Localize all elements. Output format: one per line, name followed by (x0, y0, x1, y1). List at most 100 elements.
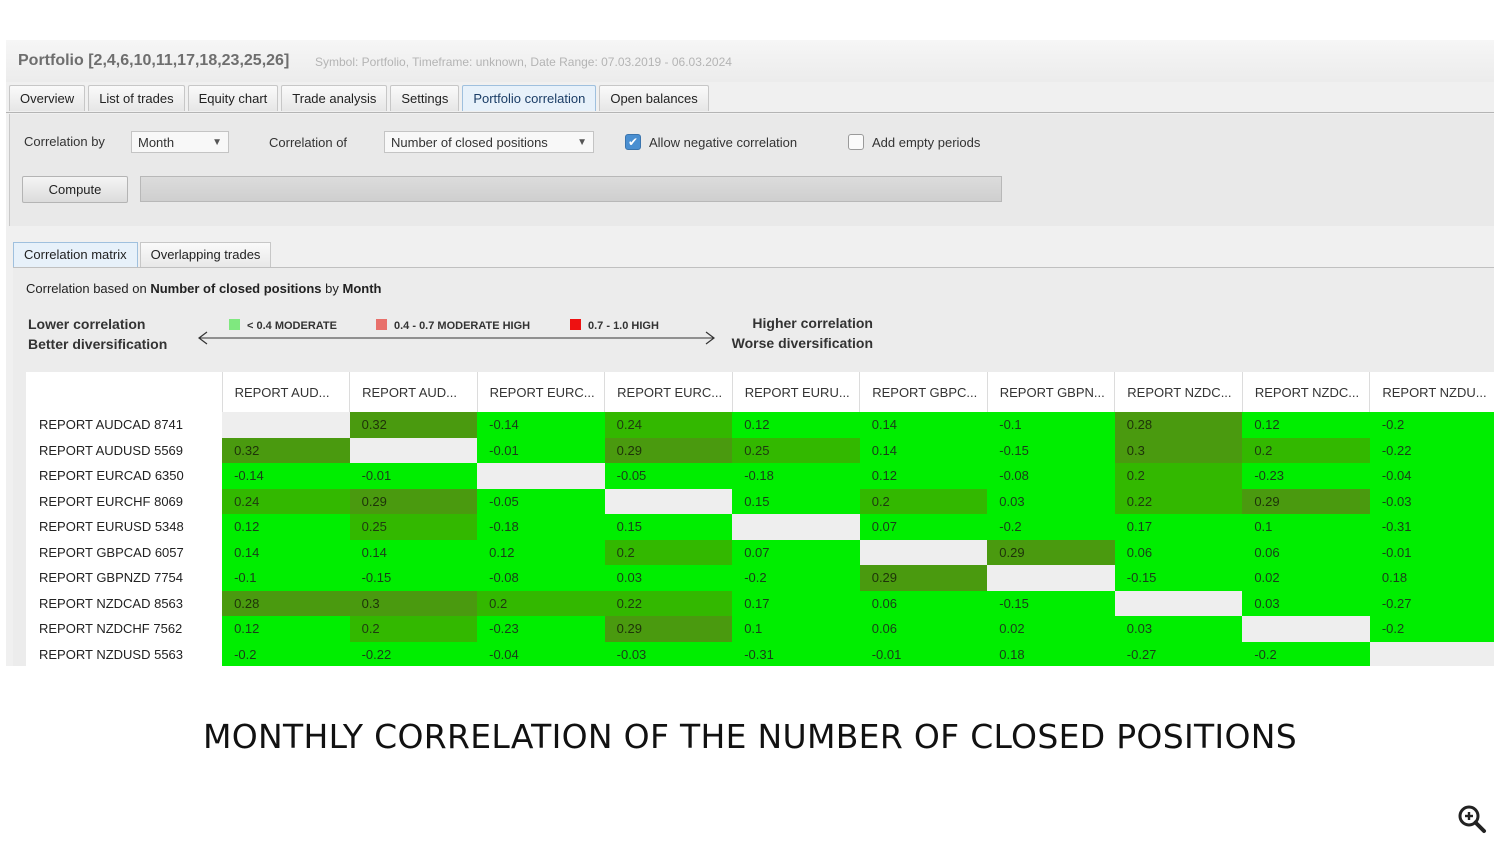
correlation-cell: 0.28 (1114, 412, 1243, 438)
correlation-cell: -0.1 (222, 565, 350, 591)
correlation-cell: -0.31 (1369, 514, 1494, 540)
correlation-cell: 0.03 (1242, 590, 1370, 616)
legend-item-label: 0.7 - 1.0 HIGH (588, 320, 659, 332)
zoom-in-icon[interactable] (1456, 803, 1488, 835)
correlation-cell: 0.14 (222, 539, 350, 565)
compute-button[interactable]: Compute (22, 176, 128, 203)
correlation-cell: 0.29 (1242, 488, 1370, 514)
correlation-caption: Correlation based on Number of closed po… (26, 281, 381, 296)
correlation-cell: 0.15 (732, 488, 860, 514)
correlation-cell: 0.14 (859, 437, 988, 463)
column-header[interactable]: REPORT GBPC... (859, 372, 988, 412)
diagonal-cell (1114, 590, 1243, 616)
correlation-cell: 0.3 (1114, 437, 1243, 463)
column-header[interactable]: REPORT NZDU... (1369, 372, 1494, 412)
correlation-cell: -0.2 (1369, 616, 1494, 642)
correlation-cell: -0.31 (732, 641, 860, 666)
correlation-cell: -0.01 (349, 463, 478, 489)
correlation-cell: -0.2 (987, 514, 1115, 540)
subtab-overlapping-trades[interactable]: Overlapping trades (139, 242, 272, 267)
diagonal-cell (222, 412, 350, 438)
correlation-cell: 0.32 (222, 437, 350, 463)
tab-trade-analysis[interactable]: Trade analysis (281, 85, 388, 111)
correlation-cell: 0.12 (222, 616, 350, 642)
correlation-cell: -0.22 (349, 641, 478, 666)
row-label: REPORT EURCAD 6350 (26, 463, 223, 489)
correlation-cell: 0.2 (1114, 463, 1243, 489)
chevron-down-icon: ▼ (212, 137, 222, 148)
diagonal-cell (604, 488, 733, 514)
column-header[interactable]: REPORT NZDC... (1241, 372, 1370, 412)
diagonal-cell (1242, 616, 1370, 642)
row-label: REPORT GBPCAD 6057 (26, 539, 223, 565)
legend-higher-correlation: Higher correlation (752, 315, 873, 331)
column-header[interactable]: REPORT AUD... (349, 372, 478, 412)
correlation-cell: 0.07 (732, 539, 860, 565)
tab-list-of-trades[interactable]: List of trades (88, 85, 185, 111)
correlation-cell: 0.07 (859, 514, 988, 540)
correlation-cell: 0.29 (349, 488, 478, 514)
correlation-cell: -0.18 (477, 514, 605, 540)
row-label: REPORT AUDUSD 5569 (26, 437, 223, 463)
correlation-by-select[interactable]: Month ▼ (131, 131, 229, 153)
table-row: REPORT AUDCAD 8741 0.32 -0.14 0.24 0.12 0.14-… (26, 412, 1494, 438)
row-label: REPORT GBPNZD 7754 (26, 565, 223, 591)
correlation-cell: 0.29 (604, 616, 733, 642)
correlation-cell: -0.03 (604, 641, 733, 666)
correlation-cell: 0.14 (349, 539, 478, 565)
subtab-divider (13, 267, 1494, 268)
correlation-cell: 0.29 (604, 437, 733, 463)
column-header[interactable]: REPORT EURC... (604, 372, 733, 412)
portfolio-title: Portfolio [2,4,6,10,11,17,18,23,25,26] (18, 52, 290, 69)
correlation-cell: 0.22 (604, 590, 733, 616)
correlation-cell: 0.2 (349, 616, 478, 642)
add-empty-periods-checkbox[interactable] (848, 134, 864, 150)
diagonal-cell (477, 463, 605, 489)
row-label: REPORT EURUSD 5348 (26, 514, 223, 540)
row-label: REPORT NZDCHF 7562 (26, 616, 223, 642)
correlation-cell: 0.17 (732, 590, 860, 616)
tab-portfolio-correlation[interactable]: Portfolio correlation (462, 85, 597, 111)
add-empty-periods-label: Add empty periods (872, 135, 981, 150)
correlation-table-container: REPORT AUD... REPORT AUD... REPORT EURC...… (26, 372, 1494, 666)
settings-panel: Correlation by Month ▼ Correlation of Nu… (9, 114, 1494, 226)
table-row: REPORT EURCAD 6350 -0.14 -0.01 -0.05 -0.18 0.… (26, 463, 1494, 489)
row-label: REPORT NZDUSD 5563 (26, 641, 223, 666)
tab-settings[interactable]: Settings (390, 85, 460, 111)
column-header[interactable]: REPORT EURU... (731, 372, 860, 412)
correlation-cell: 0.06 (1114, 539, 1243, 565)
checkmark-icon: ✔ (627, 135, 639, 149)
caption-prefix: Correlation based on (26, 281, 147, 296)
correlation-cell: -0.05 (477, 488, 605, 514)
correlation-cell: -0.15 (987, 437, 1115, 463)
table-header-row: REPORT AUD... REPORT AUD... REPORT EURC...… (26, 372, 1494, 412)
correlation-cell: 0.2 (1242, 437, 1370, 463)
tab-overview[interactable]: Overview (9, 85, 86, 111)
progress-bar (140, 176, 1002, 202)
column-header[interactable]: REPORT GBPN... (986, 372, 1115, 412)
correlation-of-select[interactable]: Number of closed positions ▼ (384, 131, 594, 153)
table-row: REPORT NZDUSD 5563 -0.2 -0.22 -0.04 -0.03 -0.… (26, 641, 1494, 666)
column-header[interactable]: REPORT AUD... (221, 372, 350, 412)
column-header[interactable]: REPORT EURC... (476, 372, 605, 412)
legend-better-diversification: Better diversification (28, 336, 168, 352)
correlation-cell: 0.12 (859, 463, 988, 489)
correlation-cell: 0.14 (859, 412, 988, 438)
diagonal-cell (732, 514, 860, 540)
subtab-correlation-matrix[interactable]: Correlation matrix (13, 242, 138, 267)
correlation-cell: 0.3 (349, 590, 478, 616)
correlation-of-value: Number of closed positions (391, 135, 548, 150)
correlation-cell: 0.28 (222, 590, 350, 616)
correlation-cell: 0.02 (1242, 565, 1370, 591)
allow-negative-checkbox[interactable]: ✔ (625, 134, 641, 150)
tab-equity-chart[interactable]: Equity chart (187, 85, 279, 111)
title-bar: Portfolio [2,4,6,10,11,17,18,23,25,26] S… (6, 40, 1494, 82)
tab-open-balances[interactable]: Open balances (599, 85, 709, 111)
legend-lower-correlation: Lower correlation (28, 316, 146, 332)
table-row: REPORT NZDCAD 8563 0.28 0.3 0.2 0.22 0.17 0.06… (26, 590, 1494, 616)
correlation-cell: 0.29 (859, 565, 988, 591)
sub-tabs: Correlation matrix Overlapping trades (13, 242, 273, 268)
table-row: REPORT GBPNZD 7754 -0.1 -0.15 -0.08 0.03 -0.2… (26, 565, 1494, 591)
column-header[interactable]: REPORT NZDC... (1114, 372, 1243, 412)
correlation-cell: -0.18 (732, 463, 860, 489)
